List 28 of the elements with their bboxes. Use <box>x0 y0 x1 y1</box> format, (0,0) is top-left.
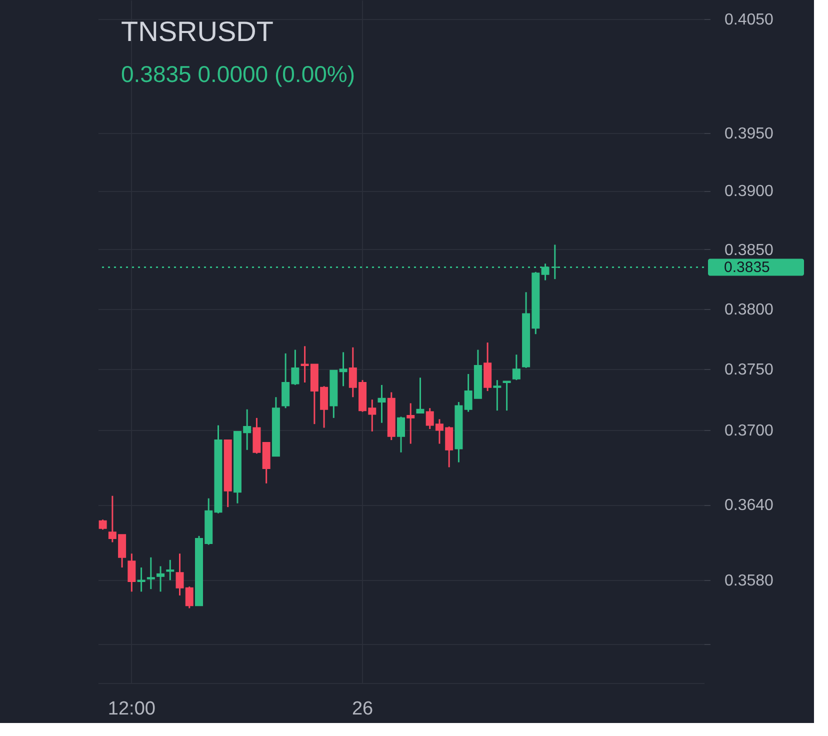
candlestick <box>128 552 136 592</box>
text: 0.3835 0.0000 (0.00%) <box>121 61 356 87</box>
candlestick <box>406 402 415 445</box>
candlestick <box>156 565 165 592</box>
candlestick <box>339 351 348 387</box>
candlestick <box>98 518 107 530</box>
y-tick-label: 0.3580 <box>724 572 774 590</box>
x-tick-label: 26 <box>352 698 374 720</box>
y-tick-label: 0.3900 <box>724 183 774 200</box>
candlestick <box>512 354 520 381</box>
candlestick <box>493 379 502 412</box>
y-tick-label: 0.3640 <box>724 497 774 514</box>
candlestick <box>397 416 405 454</box>
y-tick-label: 0.3850 <box>724 242 774 259</box>
y-tick-label: 0.3800 <box>724 301 774 318</box>
x-tick-label: 12:00 <box>108 698 156 720</box>
ref-line-label: 0.3835 <box>724 259 770 276</box>
y-tick-label: 0.3750 <box>724 362 774 379</box>
text: TNSRUSDT <box>121 16 274 47</box>
candlestick <box>137 566 146 592</box>
y-tick-label: 0.3700 <box>724 422 774 440</box>
candlestick <box>502 380 511 412</box>
candlestick <box>146 556 155 590</box>
y-tick-label: 0.3950 <box>724 125 774 142</box>
y-tick-label: 0.4050 <box>724 12 774 29</box>
candlestick <box>166 559 174 581</box>
candlestick <box>378 384 386 424</box>
candlestick <box>416 376 424 414</box>
